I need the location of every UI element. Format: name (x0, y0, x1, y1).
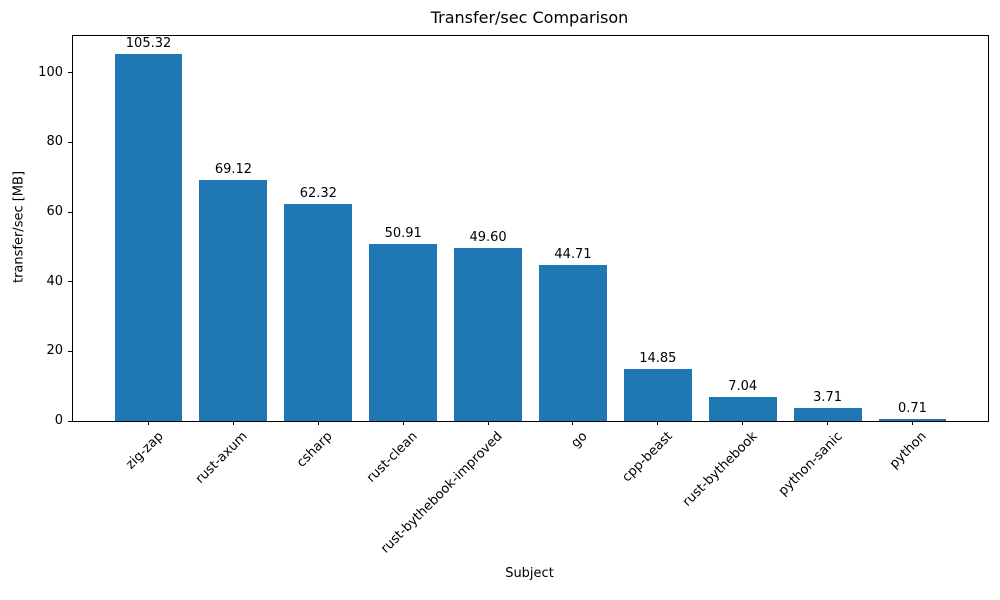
bar-rust-axum (199, 180, 268, 421)
y-axis-label: transfer/sec [MB] (11, 170, 27, 284)
y-tick-label: 40 (46, 273, 63, 289)
bar-value-label: 44.71 (554, 247, 592, 263)
bar-cpp-beast (623, 369, 692, 421)
x-tick-mark (911, 421, 913, 425)
y-tick-mark (68, 281, 72, 283)
y-tick-mark (68, 350, 72, 352)
bar-rust-bythebook-improved (454, 248, 522, 421)
x-tick-mark (572, 421, 574, 425)
y-tick-label: 0 (54, 413, 63, 428)
bar-value-label: 7.04 (728, 378, 758, 394)
bar-value-label: 14.85 (639, 351, 677, 367)
plot-area: 0 20 40 60 80 100 105.32 zig-zap 69.12 rust-axum 6… (38, 35, 989, 556)
x-tick-mark (827, 421, 829, 425)
y-tick-label: 60 (46, 204, 63, 220)
bar-value-label: 105.32 (125, 36, 172, 52)
x-tick-mark (657, 421, 659, 425)
bar-value-label: 62.32 (299, 186, 337, 202)
bar-value-label: 49.60 (469, 230, 507, 246)
bar-go (538, 265, 607, 421)
y-tick-mark (68, 211, 72, 213)
x-tick-mark (487, 421, 489, 425)
bar-zig-zap (114, 54, 183, 421)
bar-csharp (284, 204, 353, 421)
bar-rust-bythebook (708, 396, 777, 421)
y-tick-mark (68, 72, 72, 74)
x-axis-label: Subject (505, 566, 554, 581)
x-tick-mark (148, 421, 150, 425)
bar-python-sanic (793, 408, 862, 421)
bar-rust-clean (369, 243, 438, 421)
x-tick-mark (232, 421, 234, 425)
x-tick-mark (742, 421, 744, 425)
bar-value-label: 0.71 (897, 400, 927, 416)
chart-title: Transfer/sec Comparison (430, 8, 629, 27)
bar-python (878, 418, 947, 421)
y-tick-mark (68, 420, 72, 422)
bar-value-label: 69.12 (214, 162, 253, 178)
y-tick-label: 20 (46, 343, 63, 359)
x-tick-mark (402, 421, 404, 425)
bar-value-label: 50.91 (384, 225, 422, 241)
y-tick-label: 80 (46, 134, 63, 150)
bar-value-label: 3.71 (813, 390, 843, 406)
x-tick-mark (317, 421, 319, 425)
y-tick-label: 100 (38, 64, 63, 80)
y-tick-mark (68, 141, 72, 143)
